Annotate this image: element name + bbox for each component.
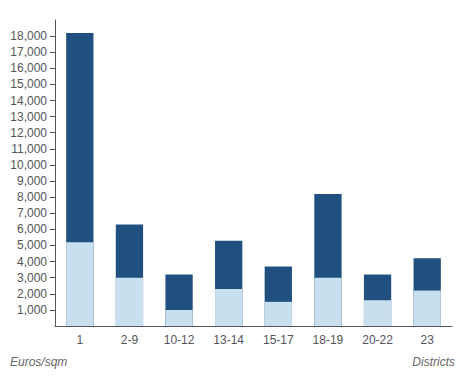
svg-text:13,000: 13,000 — [10, 110, 47, 124]
svg-text:9,000: 9,000 — [17, 174, 47, 188]
svg-text:8,000: 8,000 — [17, 190, 47, 204]
svg-text:20-22: 20-22 — [362, 333, 393, 347]
svg-text:Euros/sqm: Euros/sqm — [10, 355, 67, 369]
svg-text:10-12: 10-12 — [164, 333, 195, 347]
svg-text:11,000: 11,000 — [11, 142, 47, 156]
svg-text:23: 23 — [421, 333, 435, 347]
svg-text:1: 1 — [76, 333, 83, 347]
svg-text:2,000: 2,000 — [17, 287, 47, 301]
svg-text:15,000: 15,000 — [10, 77, 47, 91]
svg-text:18-19: 18-19 — [313, 333, 344, 347]
svg-text:14,000: 14,000 — [10, 94, 47, 108]
svg-text:1,000: 1,000 — [17, 303, 47, 317]
svg-text:17,000: 17,000 — [10, 45, 47, 59]
svg-text:5,000: 5,000 — [17, 238, 47, 252]
svg-text:2-9: 2-9 — [121, 333, 139, 347]
svg-text:4,000: 4,000 — [17, 255, 47, 269]
svg-text:10,000: 10,000 — [10, 158, 47, 172]
svg-text:13-14: 13-14 — [213, 333, 244, 347]
svg-text:15-17: 15-17 — [263, 333, 294, 347]
svg-text:12,000: 12,000 — [10, 126, 47, 140]
svg-text:Districts: Districts — [412, 355, 455, 369]
svg-text:16,000: 16,000 — [10, 61, 47, 75]
svg-text:7,000: 7,000 — [17, 206, 47, 220]
svg-text:3,000: 3,000 — [17, 271, 47, 285]
svg-text:18,000: 18,000 — [10, 29, 47, 43]
svg-text:6,000: 6,000 — [17, 222, 47, 236]
